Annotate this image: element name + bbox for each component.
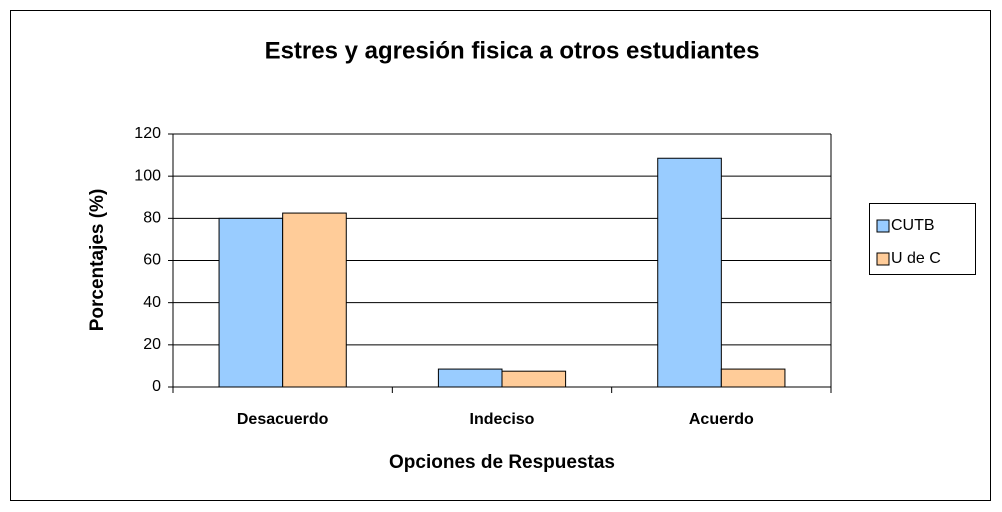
- bar: [501, 370, 567, 388]
- bar: [720, 368, 786, 388]
- x-tick-label: Desacuerdo: [237, 411, 329, 428]
- y-tick-label: 60: [143, 252, 161, 269]
- chart-frame: [10, 10, 991, 501]
- y-tick-label: 120: [134, 125, 161, 142]
- bar: [282, 212, 347, 388]
- bar: [218, 217, 284, 388]
- legend-swatch: [876, 252, 890, 266]
- legend-label: U de C: [891, 250, 941, 267]
- x-tick-label: Acuerdo: [689, 411, 754, 428]
- y-axis-label: Porcentajes (%): [87, 189, 108, 332]
- y-tick-label: 80: [143, 210, 161, 227]
- y-tick-label: 40: [143, 294, 161, 311]
- y-tick-label: 100: [134, 167, 161, 184]
- bar: [437, 368, 503, 388]
- bar: [657, 157, 722, 388]
- y-tick-label: 20: [143, 336, 161, 353]
- legend-label: CUTB: [891, 217, 935, 234]
- legend-swatch: [876, 219, 890, 233]
- chart-title: Estres y agresión fisica a otros estudia…: [265, 37, 760, 64]
- x-tick-label: Indeciso: [470, 411, 535, 428]
- x-axis-label: Opciones de Respuestas: [389, 452, 615, 473]
- y-tick-label: 0: [152, 378, 161, 395]
